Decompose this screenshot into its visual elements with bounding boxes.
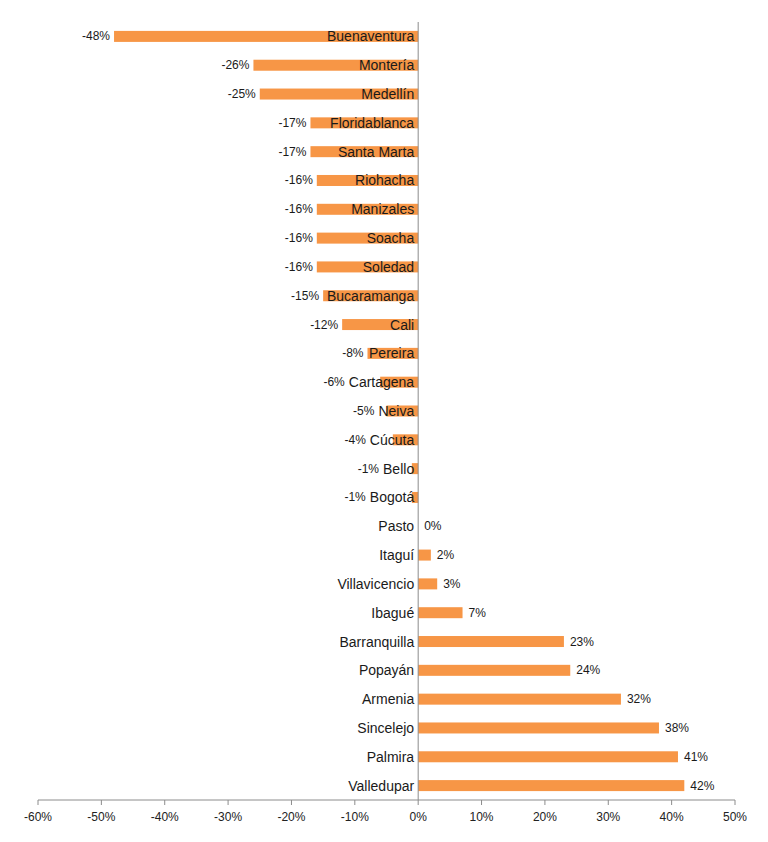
category-label: Buenaventura	[327, 28, 414, 44]
value-label: 23%	[570, 635, 594, 649]
value-label: -12%	[310, 318, 338, 332]
category-label: Pasto	[378, 518, 414, 534]
category-label: Neiva	[378, 403, 414, 419]
x-tick-label: -50%	[87, 810, 115, 824]
category-label: Manizales	[351, 201, 414, 217]
category-label: Itaguí	[379, 547, 414, 563]
x-axis-line	[38, 800, 735, 801]
category-label: Barranquilla	[339, 634, 414, 650]
x-tick	[101, 800, 102, 805]
category-label: Villavicencio	[337, 576, 414, 592]
value-label: -1%	[344, 490, 366, 504]
x-tick-label: -30%	[214, 810, 242, 824]
category-label: Montería	[359, 57, 414, 73]
bar	[418, 780, 684, 791]
value-label: -8%	[342, 346, 364, 360]
value-label: -4%	[344, 433, 366, 447]
x-tick-label: -20%	[277, 810, 305, 824]
chart-container: -60% -50% -40% -30% -20% -10% 0% 10% 20% 30% 40% 50…	[0, 0, 768, 842]
x-tick	[481, 800, 482, 805]
category-label: Soacha	[367, 230, 415, 246]
x-tick-label: 0%	[410, 810, 428, 824]
category-label: Riohacha	[355, 172, 414, 188]
x-tick-label: 40%	[660, 810, 684, 824]
x-tick-label: 10%	[470, 810, 494, 824]
x-axis: -60% -50% -40% -30% -20% -10% 0% 10% 20% 30% 40% 50…	[24, 800, 747, 824]
bar	[418, 636, 564, 647]
x-tick	[228, 800, 229, 805]
x-tick-label: 20%	[533, 810, 557, 824]
value-label: 41%	[684, 750, 708, 764]
x-tick-label: -60%	[24, 810, 52, 824]
bar	[418, 665, 570, 676]
bar	[418, 607, 462, 618]
category-label: Valledupar	[348, 778, 414, 794]
value-label: -25%	[228, 87, 256, 101]
x-tick	[735, 800, 736, 805]
value-label: 0%	[424, 519, 442, 533]
x-tick-label: 50%	[723, 810, 747, 824]
labels: Buenaventura -48% Montería -26% Medellín -25%…	[82, 28, 715, 793]
value-label: -15%	[291, 289, 319, 303]
value-label: 24%	[576, 663, 600, 677]
bar	[418, 751, 678, 762]
x-tick	[544, 800, 545, 805]
value-label: -16%	[285, 231, 313, 245]
bars	[114, 31, 684, 791]
bar	[418, 694, 621, 705]
value-label: -48%	[82, 29, 110, 43]
x-tick	[671, 800, 672, 805]
category-label: Pereira	[369, 345, 414, 361]
value-label: -5%	[353, 404, 375, 418]
value-label: -6%	[323, 375, 345, 389]
category-label: Armenia	[362, 691, 414, 707]
value-label: -17%	[278, 116, 306, 130]
category-label: Palmira	[367, 749, 415, 765]
value-label: 7%	[469, 606, 487, 620]
value-label: -16%	[285, 202, 313, 216]
value-label: 38%	[665, 721, 689, 735]
x-tick	[291, 800, 292, 805]
category-label: Santa Marta	[338, 144, 414, 160]
category-label: Cúcuta	[370, 432, 415, 448]
x-tick	[418, 800, 419, 805]
category-label: Floridablanca	[330, 115, 414, 131]
x-tick-label: -40%	[151, 810, 179, 824]
bar	[418, 578, 437, 589]
value-label: -16%	[285, 260, 313, 274]
value-label: -26%	[221, 58, 249, 72]
value-label: 42%	[690, 779, 714, 793]
value-label: 32%	[627, 692, 651, 706]
category-label: Bucaramanga	[327, 288, 414, 304]
chart-svg: -60% -50% -40% -30% -20% -10% 0% 10% 20% 30% 40% 50…	[0, 0, 768, 842]
x-tick	[38, 800, 39, 805]
category-label: Sincelejo	[357, 720, 414, 736]
category-label: Medellín	[361, 86, 414, 102]
value-label: -17%	[278, 145, 306, 159]
category-label: Cartagena	[349, 374, 415, 390]
category-label: Bogotá	[370, 489, 415, 505]
x-tick-label: -10%	[341, 810, 369, 824]
category-label: Popayán	[359, 662, 414, 678]
value-label: 3%	[443, 577, 461, 591]
x-tick	[608, 800, 609, 805]
bar	[418, 550, 431, 561]
category-label: Cali	[390, 317, 414, 333]
category-label: Soledad	[363, 259, 414, 275]
value-label: -1%	[358, 462, 380, 476]
category-label: Ibagué	[371, 605, 414, 621]
category-label: Bello	[383, 461, 414, 477]
x-tick-label: 30%	[596, 810, 620, 824]
bar	[418, 722, 659, 733]
value-label: -16%	[285, 173, 313, 187]
x-tick	[354, 800, 355, 805]
x-tick	[164, 800, 165, 805]
value-label: 2%	[437, 548, 455, 562]
category-axis-line	[418, 22, 419, 800]
